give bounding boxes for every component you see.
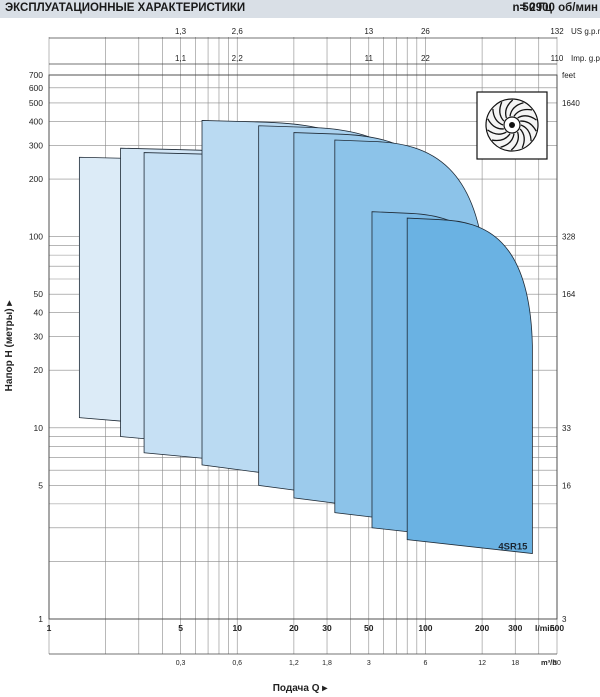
x-axis-title: Подача Q ▸ [273,683,329,694]
impeller-vane [499,101,505,122]
y-tick-label: 20 [34,365,44,375]
x-tick-label: 100 [418,623,432,633]
feet-tick-label: 164 [562,290,576,299]
us-gpm-unit-label: US g.p.m. [571,27,600,36]
us-gpm-tick-label: 2,6 [232,27,244,36]
pump-curves: 4SR14SR1.54SR24SR44SR64SR84SR104SR124SR1… [78,120,533,554]
x-tick-label: 50 [364,623,374,633]
x-tick-label: 1 [47,623,52,633]
plot-border [48,74,558,620]
impeller-vane [519,128,525,149]
impeller-vane [487,129,507,135]
m3h-tick-label: 1,2 [289,660,299,667]
impeller-vane [517,115,537,121]
us-gpm-tick-label: 26 [421,27,430,36]
y-tick-label: 5 [38,480,43,490]
imp-gpm-tick-label: 22 [421,54,430,63]
imp-gpm-tick-label: 2,2 [232,54,244,63]
imp-gpm-tick-label: 11 [365,54,374,63]
y-tick-label: 600 [29,83,43,93]
m3h-tick-label: 18 [511,660,519,667]
imp-gpm-tick-label: 110 [551,54,564,63]
y-tick-label: 200 [29,174,43,184]
y-tick-label: 500 [29,98,43,108]
y-tick-label: 700 [29,70,43,80]
feet-tick-label: 1640 [562,99,580,108]
impeller-vane [504,99,514,119]
x-tick-label: 30 [322,623,332,633]
header-bar: ЭКСПЛУАТАЦИОННЫЕ ХАРАКТЕРИСТИКИ 50 Гц n=… [0,0,600,18]
axes: 1510203040501002003004005006007003163316… [4,27,600,694]
y-tick-label: 30 [34,332,44,342]
feet-tick-label: 328 [562,233,576,242]
impeller-vane [491,133,511,142]
x-unit-label: l/min [535,623,555,633]
y-tick-label: 300 [29,140,43,150]
imp-gpm-tick-label: 1,1 [175,54,187,63]
imp-gpm-unit-label: Imp. g.p.m. [571,54,600,63]
speed-label: n= 2900 об/мин [512,2,598,14]
impeller-vane [487,118,504,130]
series-label: 4SR15 [498,542,528,553]
feet-tick-label: 33 [562,424,571,433]
frequency-label: 50 Гц [522,2,552,14]
y-axis-title: Напор H (метры) ▸ [4,300,15,392]
x-tick-label: 500 [550,623,564,633]
feet-tick-label: 16 [562,481,571,490]
impeller-shaft [509,122,515,128]
y-tick-label: 40 [34,308,44,318]
plot-frame [48,37,558,655]
m3h-unit-label: m³/h [541,658,557,667]
x-tick-label: 10 [232,623,242,633]
m3h-tick-label: 1,8 [322,660,332,667]
m3h-tick-label: 0,3 [176,660,186,667]
y-tick-label: 100 [29,232,43,242]
m3h-tick-label: 3 [367,660,371,667]
us-gpm-tick-label: 13 [364,27,373,36]
feet-unit-label: feet [562,71,576,80]
y-tick-label: 1 [38,614,43,624]
x-tick-label: 200 [475,623,489,633]
y-tick-label: 10 [34,423,44,433]
impeller-vane [492,108,504,126]
impeller-inset [476,91,548,160]
m3h-tick-label: 30 [553,660,561,667]
impeller-vane [510,131,520,151]
m3h-tick-label: 0,6 [232,660,242,667]
y-tick-label: 50 [34,289,44,299]
us-gpm-tick-label: 1,3 [175,27,187,36]
x-tick-label: 20 [289,623,299,633]
feet-tick-label: 3 [562,615,567,624]
impeller-vane [520,124,532,142]
impeller-vane [500,133,515,148]
x-tick-label: 5 [178,623,183,633]
m3h-tick-label: 6 [423,660,427,667]
impeller-vane [513,108,533,117]
impeller-vane [509,102,524,117]
us-gpm-tick-label: 132 [550,27,564,36]
impeller-vane [520,120,537,132]
y-tick-label: 400 [29,116,43,126]
x-tick-label: 300 [508,623,522,633]
m3h-tick-label: 12 [478,660,486,667]
pump-area-4sr15 [406,217,533,554]
page-title: ЭКСПЛУАТАЦИОННЫЕ ХАРАКТЕРИСТИКИ [5,2,246,14]
